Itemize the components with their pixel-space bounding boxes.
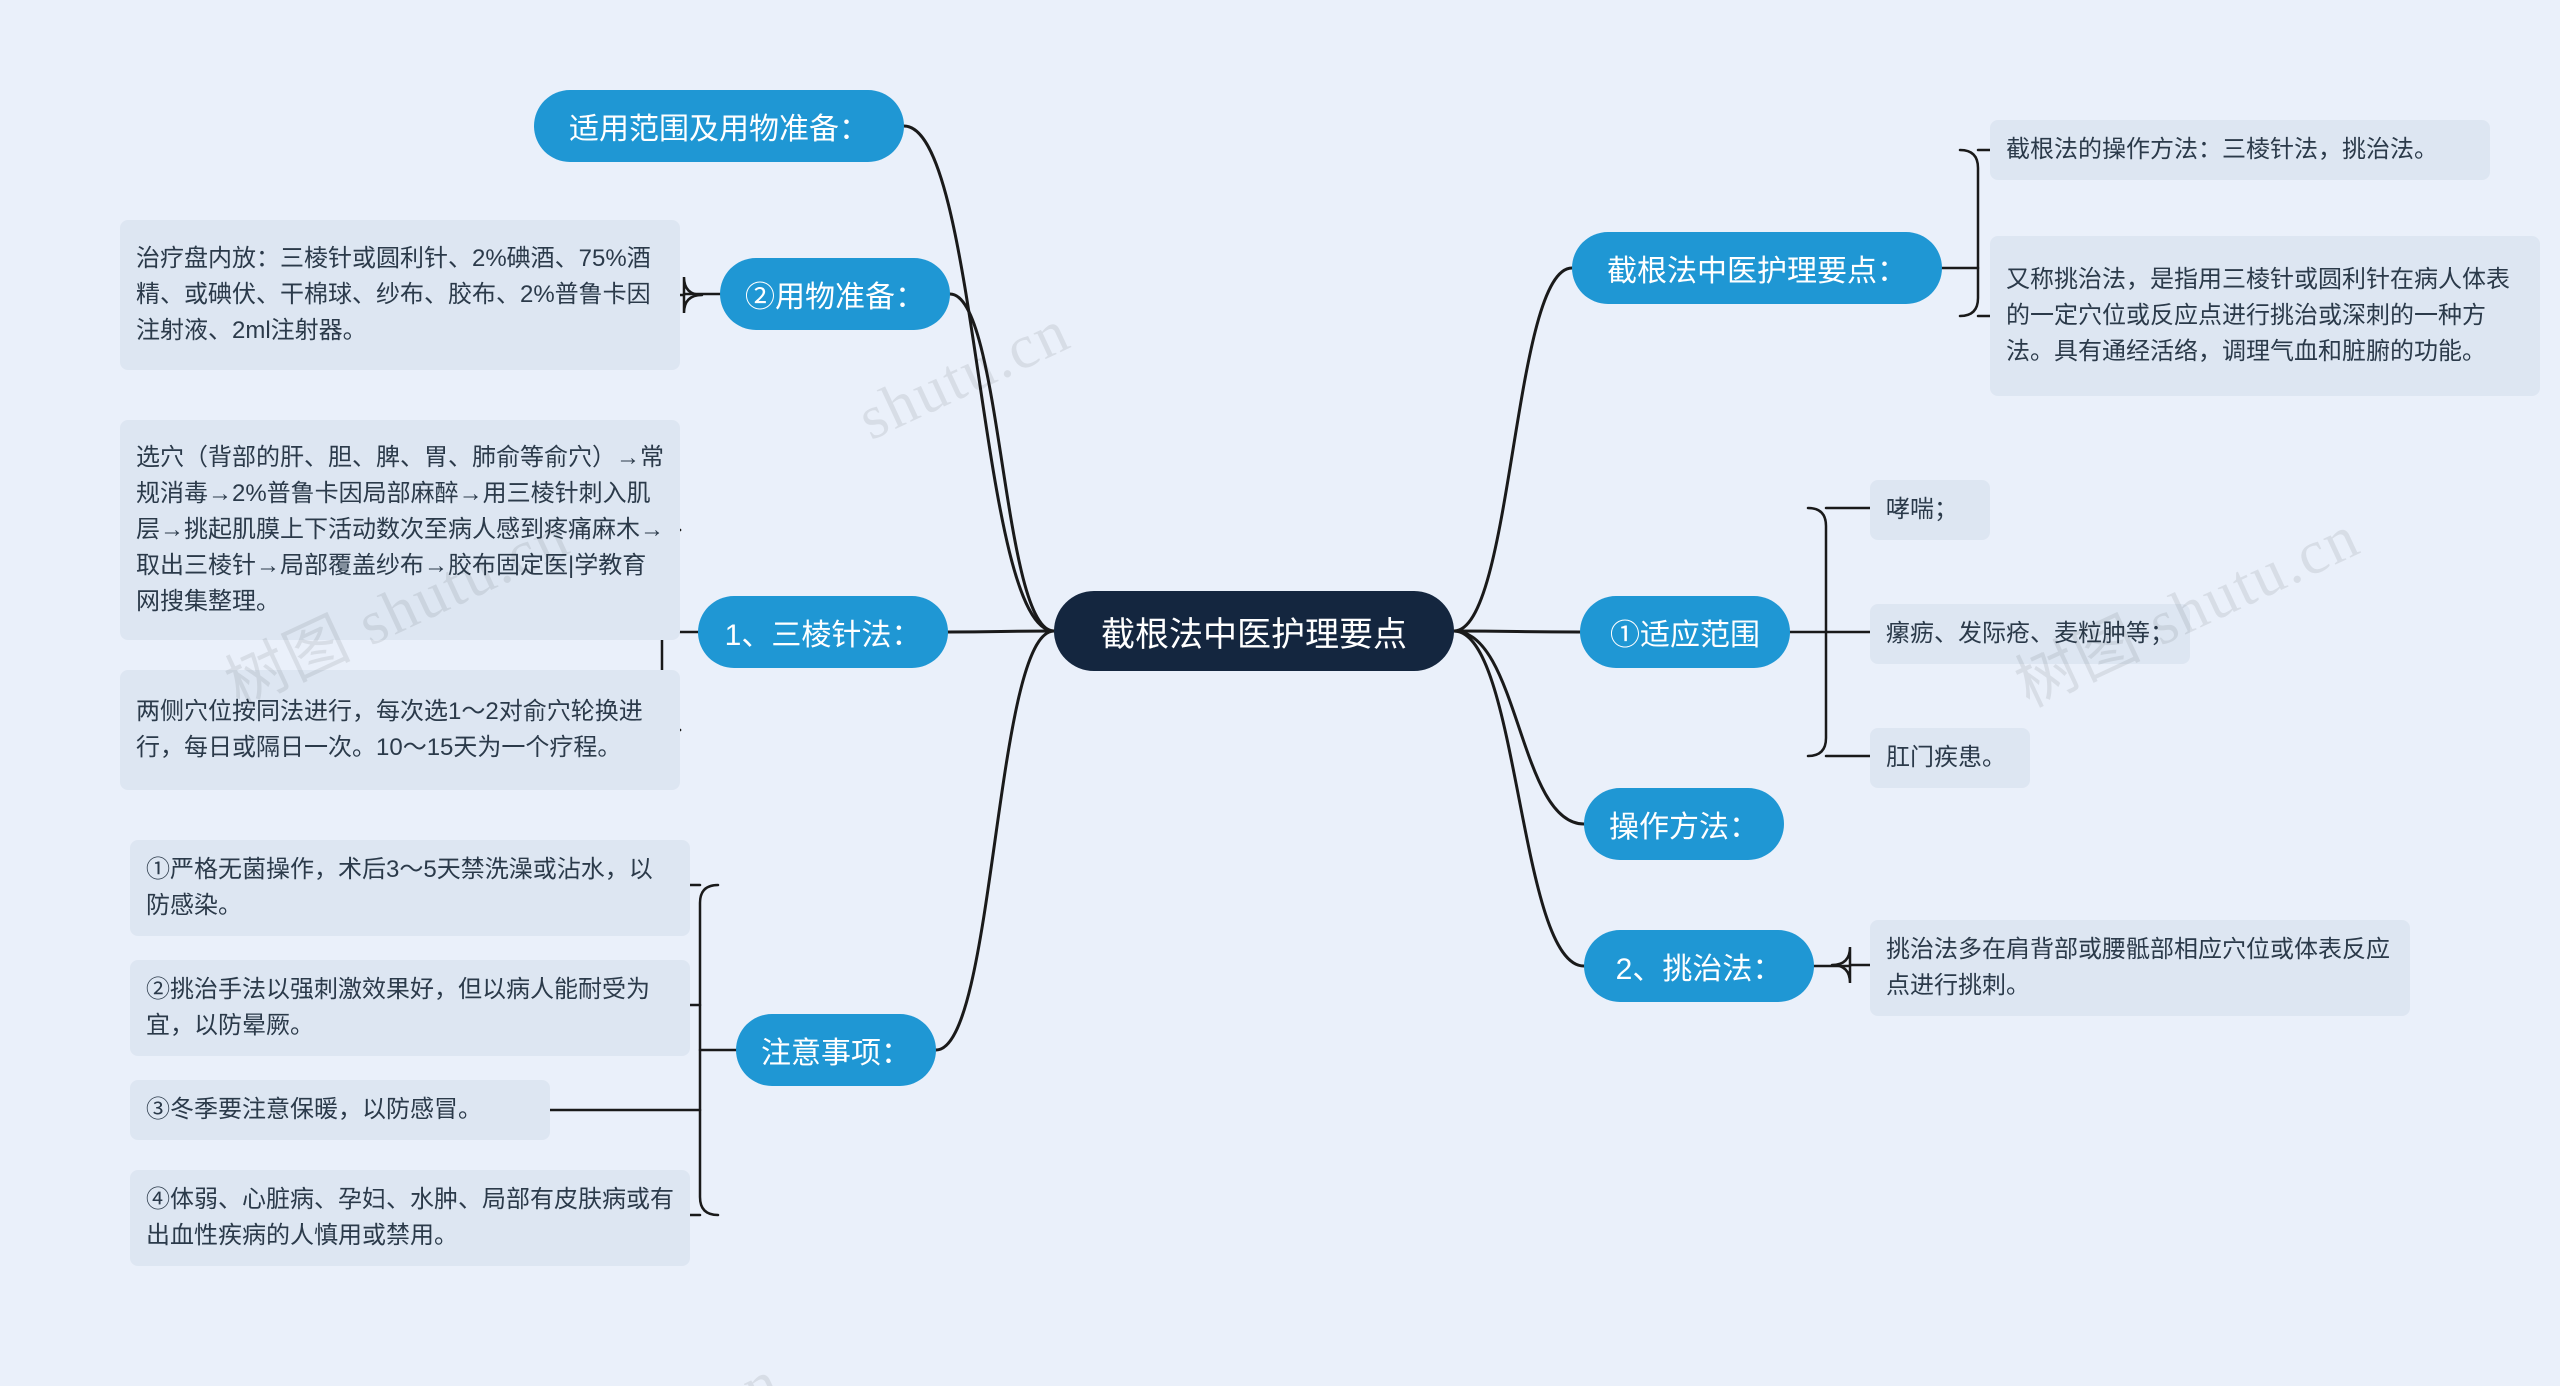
branch-node[interactable]: 2、挑治法： [1584, 930, 1814, 1002]
leaf-node: 瘰疬、发际疮、麦粒肿等； [1870, 604, 2190, 664]
leaf-node: 选穴（背部的肝、胆、脾、胃、肺俞等俞穴）→常规消毒→2%普鲁卡因局部麻醉→用三棱… [120, 420, 680, 640]
leaf-node: ②挑治手法以强刺激效果好，但以病人能耐受为宜，以防晕厥。 [130, 960, 690, 1056]
leaf-node: 挑治法多在肩背部或腰骶部相应穴位或体表反应点进行挑刺。 [1870, 920, 2410, 1016]
leaf-node: 肛门疾患。 [1870, 728, 2030, 788]
branch-node[interactable]: 注意事项： [736, 1014, 936, 1086]
branch-node[interactable]: 截根法中医护理要点： [1572, 232, 1942, 304]
leaf-node: ④体弱、心脏病、孕妇、水肿、局部有皮肤病或有出血性疾病的人慎用或禁用。 [130, 1170, 690, 1266]
leaf-node: 截根法的操作方法：三棱针法，挑治法。 [1990, 120, 2490, 180]
leaf-node: 又称挑治法，是指用三棱针或圆利针在病人体表的一定穴位或反应点进行挑治或深刺的一种… [1990, 236, 2540, 396]
watermark: .cn [689, 1346, 792, 1386]
root-node[interactable]: 截根法中医护理要点 [1054, 591, 1454, 671]
leaf-node: ③冬季要注意保暖，以防感冒。 [130, 1080, 550, 1140]
branch-node[interactable]: 操作方法： [1584, 788, 1784, 860]
leaf-node: 两侧穴位按同法进行，每次选1～2对俞穴轮换进行，每日或隔日一次。10～15天为一… [120, 670, 680, 790]
branch-node[interactable]: ②用物准备： [720, 258, 950, 330]
branch-node[interactable]: ①适应范围 [1580, 596, 1790, 668]
leaf-node: ①严格无菌操作，术后3～5天禁洗澡或沾水，以防感染。 [130, 840, 690, 936]
branch-node[interactable]: 适用范围及用物准备： [534, 90, 904, 162]
branch-node[interactable]: 1、三棱针法： [698, 596, 948, 668]
leaf-node: 哮喘； [1870, 480, 1990, 540]
leaf-node: 治疗盘内放：三棱针或圆利针、2%碘酒、75%酒精、或碘伏、干棉球、纱布、胶布、2… [120, 220, 680, 370]
